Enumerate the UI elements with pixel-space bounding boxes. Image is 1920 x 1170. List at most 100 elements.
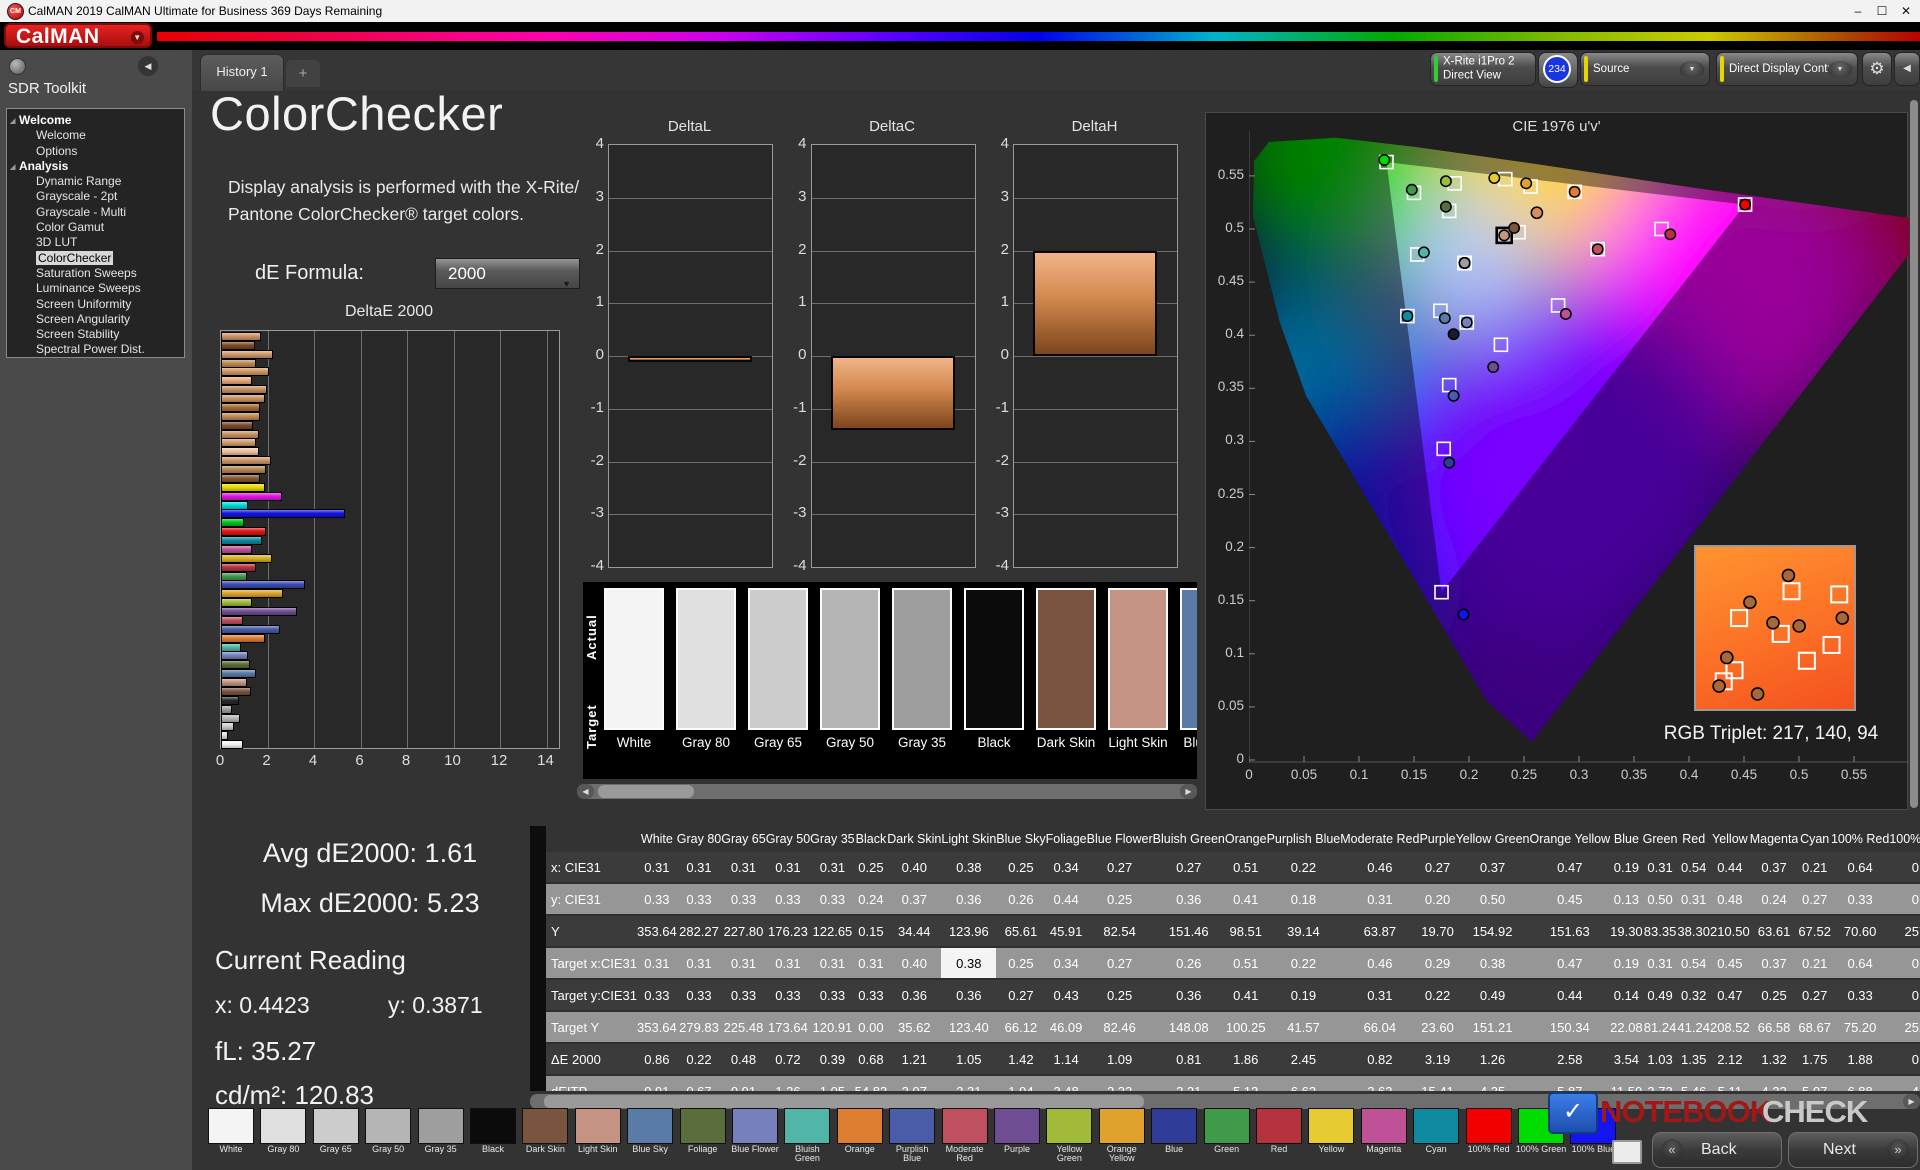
back-button[interactable]: « Back [1652, 1132, 1782, 1168]
sidebar-item-3d-lut[interactable]: 3D LUT [7, 235, 184, 250]
bottom-patch-blue-sky[interactable] [627, 1108, 674, 1144]
sidebar-item-saturation-sweeps[interactable]: Saturation Sweeps [7, 266, 184, 281]
panel-collapse-button[interactable]: ◀ [1894, 52, 1920, 86]
settings-button[interactable]: ⚙ [1862, 52, 1892, 86]
bottom-patch-100-red[interactable] [1465, 1108, 1512, 1144]
table-column-header: Red [1682, 832, 1706, 846]
bottom-patch-gray-80[interactable] [260, 1108, 307, 1144]
sidebar-collapse-button[interactable]: ◀ [138, 56, 158, 76]
calman-logo-button[interactable]: CalMAN ▼ [4, 23, 152, 48]
bottom-patch-black[interactable] [470, 1108, 516, 1144]
bottom-patch-bluish-green[interactable] [784, 1108, 831, 1144]
table-cell: 2.31 [941, 1075, 997, 1091]
sidebar-item-grayscale-2pt[interactable]: Grayscale - 2pt [7, 189, 184, 204]
source-status-stripe [1584, 56, 1588, 82]
deltae-bar [221, 722, 235, 732]
sidebar-item-screen-uniformity[interactable]: Screen Uniformity [7, 297, 184, 312]
scroll-right-icon[interactable]: ▶ [1180, 784, 1197, 799]
cie-y-tick: 0.4 [1225, 326, 1244, 342]
meter-dropdown[interactable]: X-Rite i1Pro 2 Direct View [1430, 52, 1536, 86]
minimize-icon[interactable]: – [1854, 4, 1862, 18]
bottom-patch-foliage[interactable] [679, 1108, 726, 1144]
table-row: dEITP 0.91 0.67 0.91 1.26 1.05 54.83 2.97 2.31 1.… [546, 1075, 1920, 1091]
sidebar-item-grayscale-multi[interactable]: Grayscale - Multi [7, 205, 184, 220]
deltae-bar [221, 473, 261, 483]
back-label: Back [1701, 1141, 1737, 1158]
de-formula-select[interactable]: 2000 ▼ [435, 258, 580, 289]
bottom-patch-dark-skin[interactable] [522, 1108, 569, 1144]
tab-history1[interactable]: History 1 [200, 54, 284, 91]
patch-swatch [1180, 588, 1197, 730]
reading-count-badge[interactable]: 234 [1543, 55, 1571, 83]
scrollbar-thumb[interactable] [544, 1095, 1144, 1108]
sidebar-item-spectral-power-dist-[interactable]: Spectral Power Dist. [7, 342, 184, 357]
sidebar-item-analysis[interactable]: ◢ Analysis [7, 159, 184, 174]
cie-x-tick: 0.4 [1679, 767, 1699, 782]
table-row-label: Target Y [546, 1011, 637, 1044]
gridline [609, 461, 772, 463]
bottom-patch-cyan[interactable] [1413, 1108, 1460, 1144]
table-cell: 38.30 [1677, 915, 1710, 948]
table-cell: 0.31 [1340, 883, 1420, 916]
scroll-left-icon[interactable]: ◀ [577, 784, 594, 799]
bottom-patch-yellow-green[interactable] [1046, 1108, 1093, 1144]
mini-y-tick: -1 [590, 398, 604, 416]
table-cell: 0.27 [1086, 852, 1153, 884]
bottom-patch-blue[interactable] [1151, 1108, 1198, 1144]
vertical-scrollbar[interactable] [1910, 100, 1918, 808]
table-cell: 1.05 [941, 1043, 997, 1076]
sidebar-item-luminance-sweeps[interactable]: Luminance Sweeps [7, 281, 184, 296]
bottom-patch-label: Purplish Blue [895, 1144, 929, 1164]
display-control-dropdown[interactable]: Direct Display Control ▼ [1716, 52, 1858, 86]
bottom-patch-gray-35[interactable] [417, 1108, 464, 1144]
bottom-patch-green[interactable] [1203, 1108, 1250, 1144]
bottom-patch-gray-65[interactable] [312, 1108, 359, 1144]
bottom-patch-moderate-red[interactable] [941, 1108, 988, 1144]
next-button[interactable]: Next » [1788, 1132, 1918, 1168]
cie-tick-marks [1249, 175, 1855, 762]
sidebar-item-color-gamut[interactable]: Color Gamut [7, 220, 184, 235]
bottom-patch-gray-50[interactable] [365, 1108, 412, 1144]
bottom-patch-purple[interactable] [994, 1108, 1040, 1144]
bottom-patch-yellow[interactable] [1308, 1108, 1355, 1144]
source-dropdown[interactable]: Source ▼ [1580, 52, 1710, 86]
sidebar-item-options[interactable]: Options [7, 144, 184, 159]
page-description: Display analysis is performed with the X… [228, 177, 580, 225]
sidebar-item-welcome[interactable]: ◢ Welcome [7, 113, 184, 128]
bottom-patch-white[interactable] [208, 1108, 254, 1144]
table-cell: 4.16 [1889, 1075, 1920, 1091]
notebookcheck-logo-icon: ✓ [1548, 1092, 1598, 1134]
pattern-window-button[interactable] [1612, 1140, 1642, 1164]
bottom-patch-orange-yellow[interactable] [1098, 1108, 1145, 1144]
sidebar-item-dynamic-range[interactable]: Dynamic Range [7, 174, 184, 189]
bottom-patch-red[interactable] [1256, 1108, 1302, 1144]
scroll-right-icon[interactable]: ▶ [1903, 1094, 1920, 1109]
sidebar-item-colorchecker[interactable]: ColorChecker [7, 250, 184, 266]
table-cell: 1.86 [1224, 1043, 1267, 1076]
table-row: Target y:CIE31 0.33 0.33 0.33 0.33 0.33 0.33 0.… [546, 979, 1920, 1012]
bottom-patch-light-skin[interactable] [574, 1108, 621, 1144]
table-cell: 252.91 [1889, 1011, 1920, 1044]
bottom-patch-orange[interactable] [836, 1108, 883, 1144]
maximize-icon[interactable]: ☐ [1876, 4, 1888, 18]
cie-y-tick: 0.3 [1225, 432, 1244, 448]
table-cell: 0.64 [1830, 947, 1890, 980]
table-cell: 282.27 [676, 915, 722, 948]
sidebar-item-welcome[interactable]: Welcome [7, 128, 184, 143]
add-tab-button[interactable]: + [286, 60, 320, 87]
deltae-bar [221, 553, 273, 563]
bottom-patch-purplish-blue[interactable] [889, 1108, 936, 1144]
cie-y-tick: 0.5 [1225, 220, 1244, 235]
table-cell: 0.41 [1224, 883, 1267, 916]
table-cell: 122.65 [810, 915, 855, 948]
sidebar-item-screen-stability[interactable]: Screen Stability [7, 327, 184, 342]
strip-scrollbar[interactable]: ◀ ▶ [577, 784, 1197, 799]
bottom-patch-magenta[interactable] [1360, 1108, 1407, 1144]
close-icon[interactable]: ✕ [1900, 4, 1912, 18]
gridline [609, 250, 772, 252]
sidebar-item-screen-angularity[interactable]: Screen Angularity [7, 312, 184, 327]
bottom-patch-blue-flower[interactable] [732, 1108, 778, 1144]
scrollbar-thumb[interactable] [598, 785, 694, 798]
sidebar-item-label: Color Gamut [36, 220, 105, 235]
deltae-bar [221, 642, 242, 652]
